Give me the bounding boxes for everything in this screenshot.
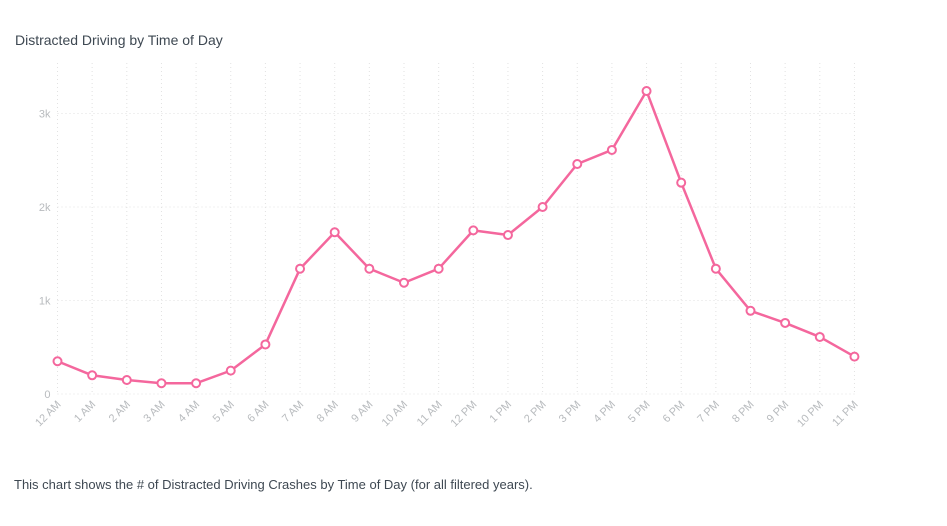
x-axis-tick-label: 12 PM	[448, 399, 479, 430]
x-axis-tick-label: 5 AM	[211, 399, 237, 425]
data-point-marker[interactable]	[433, 263, 444, 274]
data-point-marker[interactable]	[329, 227, 340, 238]
x-axis-tick-label: 11 AM	[415, 399, 445, 429]
chart-title: Distracted Driving by Time of Day	[15, 32, 223, 48]
x-axis-tick-label: 10 PM	[795, 399, 826, 430]
x-axis-tick-label: 7 PM	[695, 399, 722, 426]
data-point-marker[interactable]	[260, 339, 271, 350]
data-point-marker[interactable]	[191, 378, 202, 389]
data-point-marker[interactable]	[52, 356, 63, 367]
data-point-marker[interactable]	[606, 144, 617, 155]
data-point-marker[interactable]	[572, 158, 583, 169]
y-axis-tick-label: 0	[44, 389, 50, 401]
y-axis-tick-label: 1k	[39, 295, 51, 307]
x-axis-tick-label: 10 AM	[380, 399, 411, 430]
x-axis-tick-label: 12 AM	[33, 399, 64, 430]
data-point-marker[interactable]	[364, 263, 375, 274]
data-point-marker[interactable]	[502, 230, 513, 241]
data-point-marker[interactable]	[676, 177, 687, 188]
data-point-marker[interactable]	[468, 225, 479, 236]
x-axis-tick-label: 6 PM	[661, 399, 688, 426]
data-point-marker[interactable]	[710, 263, 721, 274]
y-axis-tick-label: 2k	[39, 202, 51, 214]
distracted-driving-line-chart: 0 1k 2k 3k 12 AM 1 AM 2 AM 3 AM 4 AM 5 AM 6 AM 7 AM…	[33, 63, 861, 430]
data-point-marker[interactable]	[745, 305, 756, 316]
x-axis-tick-label: 5 PM	[626, 399, 653, 426]
data-point-marker[interactable]	[156, 378, 167, 389]
data-point-marker[interactable]	[849, 351, 860, 362]
x-axis-tick-label: 4 AM	[176, 399, 202, 425]
chart-caption: This chart shows the # of Distracted Dri…	[14, 477, 533, 492]
data-point-marker[interactable]	[780, 317, 791, 328]
data-point-marker[interactable]	[121, 374, 132, 385]
x-axis-tick-label: 2 PM	[522, 399, 549, 426]
x-axis-tick-label: 3 AM	[141, 399, 167, 425]
data-point-marker[interactable]	[399, 277, 409, 288]
x-axis-tick-label: 4 PM	[591, 399, 618, 426]
x-axis-tick-label: 1 PM	[487, 399, 514, 426]
data-point-marker[interactable]	[537, 201, 548, 212]
data-point-marker[interactable]	[295, 263, 306, 274]
x-axis-tick-label: 1 AM	[72, 399, 98, 425]
x-axis-tick-label: 8 PM	[730, 399, 757, 426]
x-axis-tick-label: 6 AM	[245, 399, 271, 425]
x-axis-tick-label: 9 PM	[765, 399, 792, 426]
data-point-marker[interactable]	[641, 86, 652, 97]
x-axis-tick-label: 11 PM	[830, 399, 860, 429]
data-point-marker[interactable]	[225, 365, 236, 376]
x-axis-tick-label: 3 PM	[557, 399, 584, 426]
y-axis-tick-label: 3k	[39, 108, 51, 120]
data-point-marker[interactable]	[87, 370, 98, 381]
crash-series-line	[56, 89, 856, 385]
x-axis-tick-label: 9 AM	[349, 399, 375, 425]
data-point-marker[interactable]	[814, 331, 825, 342]
x-axis-tick-label: 2 AM	[107, 399, 133, 425]
x-axis-tick-label: 7 AM	[280, 399, 306, 425]
x-axis-tick-label: 8 AM	[315, 399, 341, 425]
